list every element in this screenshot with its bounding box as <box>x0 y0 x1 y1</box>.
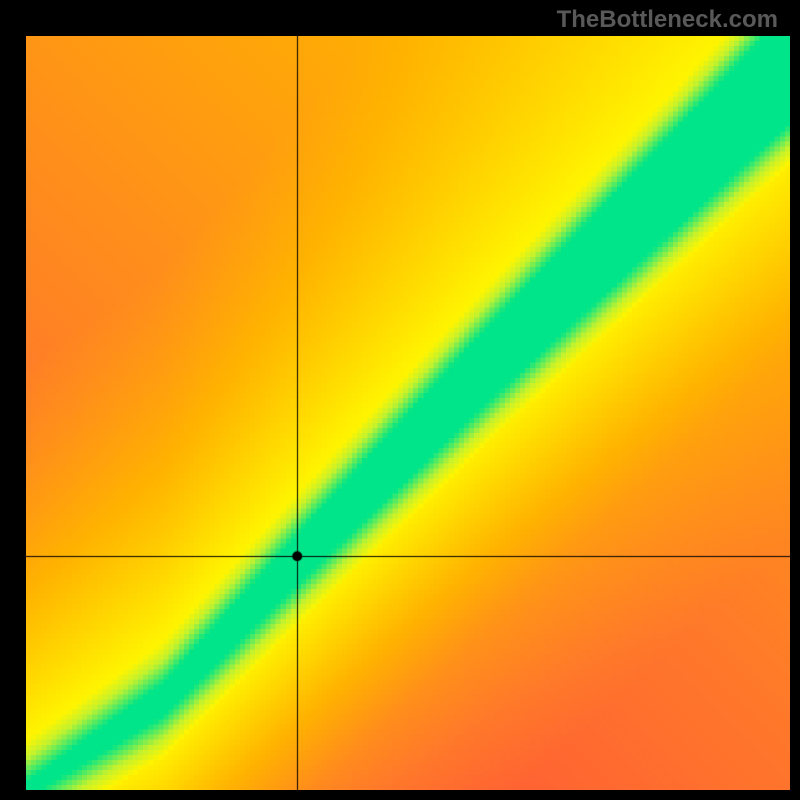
bottleneck-heatmap <box>26 36 790 790</box>
chart-container: TheBottleneck.com <box>0 0 800 800</box>
source-watermark: TheBottleneck.com <box>557 6 778 34</box>
